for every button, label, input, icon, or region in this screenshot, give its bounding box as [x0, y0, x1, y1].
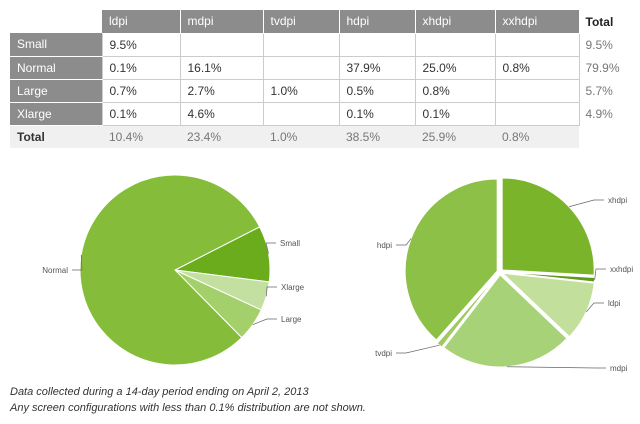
row-header: Small: [10, 33, 102, 57]
col-header: xhdpi: [415, 10, 496, 34]
column-total: 25.9%: [415, 125, 495, 148]
table-cell: 4.6%: [179, 101, 264, 126]
col-header: tvdpi: [263, 10, 340, 34]
table-total-row: Total 10.4% 23.4% 1.0% 38.5% 25.9% 0.8%: [10, 125, 629, 148]
table-cell: 0.1%: [101, 101, 181, 126]
slice-label-large: Large: [281, 315, 302, 324]
column-total: 10.4%: [102, 125, 180, 148]
leader-line: [252, 318, 277, 325]
leader-line: [396, 344, 440, 354]
table-row: Small 9.5% 9.5%: [10, 32, 629, 57]
table-cell: [494, 32, 580, 57]
table-cell: 37.9%: [338, 55, 416, 80]
leader-line: [568, 199, 604, 208]
pie-slice-mdpi: [443, 274, 568, 368]
table-cell: 1.0%: [262, 78, 340, 103]
column-total: 1.0%: [263, 125, 339, 148]
total-row-blank: [579, 125, 629, 148]
footnote-threshold: Any screen configurations with less than…: [10, 402, 366, 414]
leader-line: [396, 238, 412, 246]
table-cell: 16.1%: [179, 55, 264, 80]
table-cell: 0.1%: [338, 101, 416, 126]
total-row-label: Total: [10, 125, 102, 148]
leader-line: [507, 366, 606, 369]
table-cell: 0.1%: [414, 101, 496, 126]
total-header: Total: [585, 14, 614, 29]
col-header: ldpi: [102, 10, 181, 34]
table-cell: 0.7%: [101, 78, 181, 103]
slice-label-normal: Normal: [42, 266, 68, 275]
column-total: 38.5%: [339, 125, 415, 148]
column-total: 23.4%: [180, 125, 263, 148]
table-cell: [262, 32, 340, 57]
col-header: hdpi: [339, 10, 416, 34]
table-cell: 2.7%: [179, 78, 264, 103]
row-total: 79.9%: [585, 60, 620, 75]
table-cell: 0.5%: [338, 78, 416, 103]
table-corner: [10, 10, 102, 33]
slice-label-xhdpi: xhdpi: [608, 196, 627, 205]
table-cell: 0.1%: [101, 55, 181, 80]
table-row: Normal 0.1% 16.1% 37.9% 25.0% 0.8% 79.9%: [10, 55, 629, 80]
table-cell: 25.0%: [414, 55, 496, 80]
pie-slice-xhdpi: [501, 177, 595, 276]
table-header-row: ldpi mdpi tvdpi hdpi xhdpi xxhdpi Total: [10, 10, 629, 34]
table-cell: 9.5%: [101, 32, 181, 57]
col-header: mdpi: [180, 10, 264, 34]
table-cell: [338, 32, 416, 57]
leader-line: [594, 268, 606, 280]
distribution-table: ldpi mdpi tvdpi hdpi xhdpi xxhdpi Total …: [10, 10, 629, 148]
slice-label-small: Small: [280, 239, 300, 248]
table-cell: [262, 101, 340, 126]
slice-label-tvdpi: tvdpi: [375, 349, 392, 358]
footnote-collection-period: Data collected during a 14-day period en…: [10, 386, 309, 398]
table-cell: 0.8%: [494, 55, 580, 80]
leader-line: [585, 302, 604, 313]
slice-label-xlarge: Xlarge: [281, 283, 305, 292]
slice-label-ldpi: ldpi: [608, 299, 621, 308]
table-cell: [179, 32, 264, 57]
table-cell: [414, 32, 496, 57]
row-header: Xlarge: [10, 102, 102, 126]
leader-line: [265, 242, 276, 254]
slice-label-hdpi: hdpi: [377, 241, 392, 250]
table-cell: [262, 55, 340, 80]
table-row: Large 0.7% 2.7% 1.0% 0.5% 0.8% 5.7%: [10, 78, 629, 103]
table-row: Xlarge 0.1% 4.6% 0.1% 0.1% 4.9%: [10, 101, 629, 126]
col-header: xxhdpi: [495, 10, 580, 34]
pie-charts: Small Xlarge Large Normal xhdpi xxhdpi ldpi mdp…: [42, 174, 633, 373]
leader-line: [72, 254, 83, 271]
table-cell: 0.8%: [414, 78, 496, 103]
table-cell: [494, 101, 580, 126]
leader-line: [265, 286, 277, 297]
row-total: 9.5%: [585, 37, 613, 52]
row-header: Normal: [10, 56, 102, 80]
row-total: 4.9%: [585, 106, 613, 121]
column-total: 0.8%: [495, 125, 579, 148]
table-cell: [494, 78, 580, 103]
row-total: 5.7%: [585, 83, 613, 98]
row-header: Large: [10, 79, 102, 103]
slice-label-xxhdpi: xxhdpi: [610, 265, 633, 274]
slice-label-mdpi: mdpi: [610, 364, 628, 373]
